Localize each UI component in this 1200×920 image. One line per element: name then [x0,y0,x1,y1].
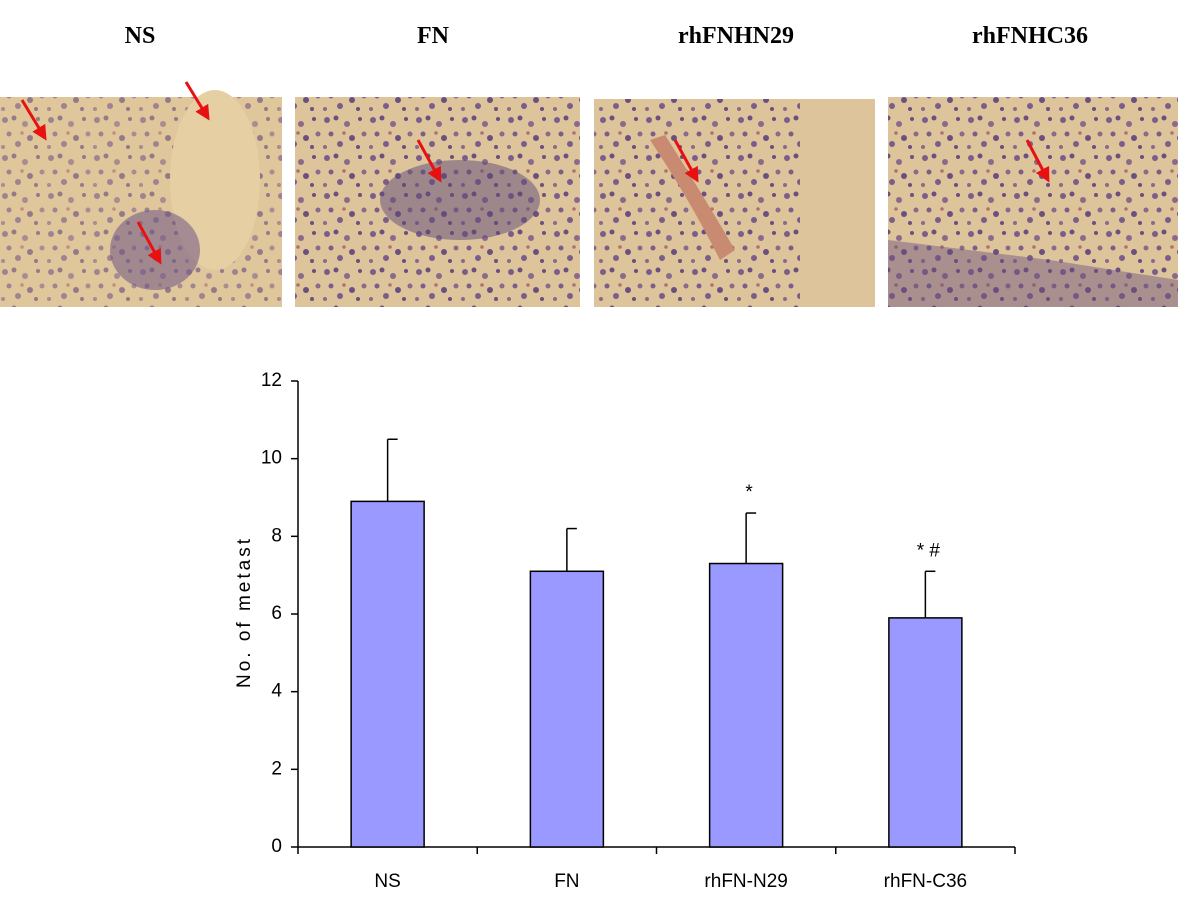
image-area [800,99,875,307]
y-tick-label: 4 [271,681,282,702]
y-tick-label: 2 [271,758,282,779]
arrow [673,139,699,183]
significance-mark: * [745,482,753,503]
x-tick-label: rhFN-N29 [704,871,787,892]
image-area [888,240,1178,307]
x-tick-label: rhFN-C36 [884,871,967,892]
bar [888,617,963,848]
image-area [380,160,540,240]
y-tick-label: 6 [271,603,282,624]
image-area [650,135,735,260]
panel-title: FN [417,23,450,49]
panel-title: NS [125,23,156,49]
arrow [20,99,47,141]
y-axis-label: No. of metast [234,536,255,688]
bar [708,562,784,848]
bar [350,500,425,848]
y-tick-label: 10 [261,448,282,469]
significance-mark: * # [917,540,941,561]
panel-title: rhFNHN29 [678,23,794,49]
arrow [184,81,210,121]
y-tick-label: 12 [261,370,282,391]
image [888,97,1178,307]
arrow [416,139,442,183]
y-tick-label: 0 [271,836,282,857]
arrow [136,221,162,265]
y-tick-label: 8 [271,525,282,546]
histology-images [0,81,1178,307]
x-tick-label: NS [374,871,400,892]
panel-title: rhFNHC36 [972,23,1088,49]
arrow [1025,139,1050,183]
image-area [170,90,260,270]
bar [529,570,605,848]
x-tick-label: FN [554,871,579,892]
